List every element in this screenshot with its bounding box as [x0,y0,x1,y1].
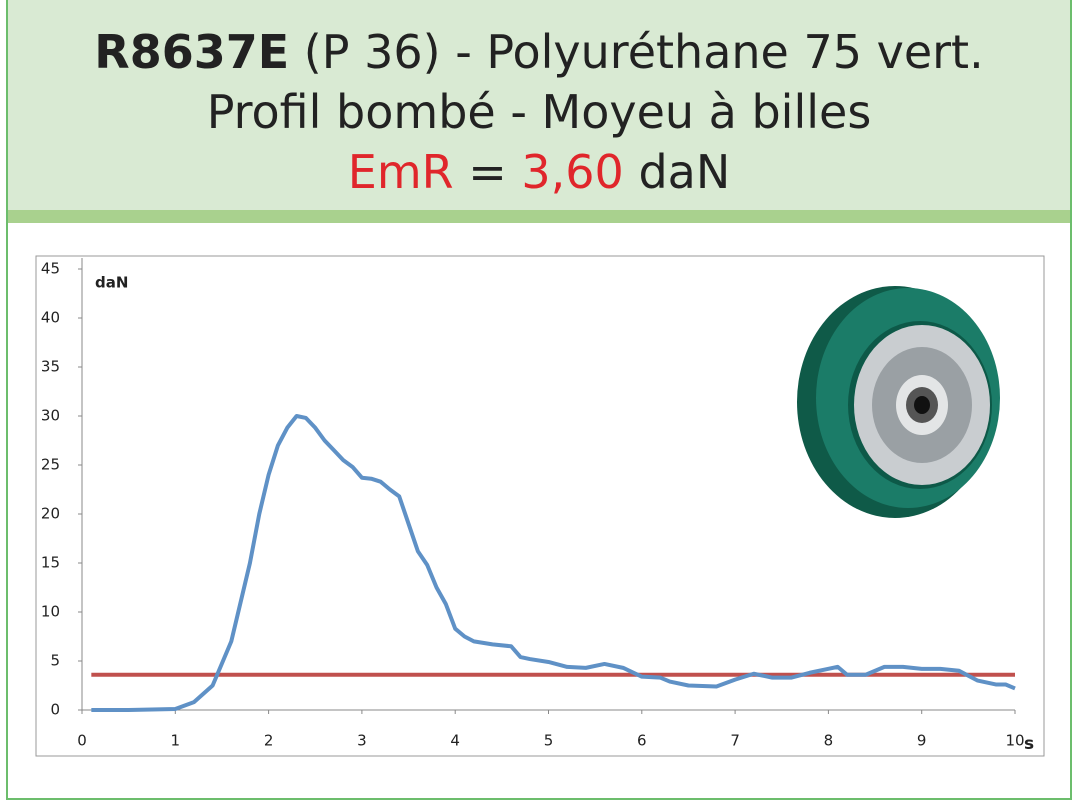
y-tick-label: 10 [41,603,60,621]
x-tick-label: 9 [917,732,927,750]
y-tick-label: 40 [41,309,60,327]
header-bar [8,210,1070,223]
data-line [91,414,1016,712]
y-tick-label: 35 [41,358,60,376]
y-tick-label: 0 [50,701,60,719]
frame: R8637E (P 36) - Polyuréthane 75 vert. Pr… [6,0,1072,800]
emr-value: 3,60 [521,145,624,199]
x-tick-label: 2 [264,732,274,750]
title: (P 36) - Polyuréthane 75 vert. [303,25,984,79]
y-unit: daN [95,274,128,292]
x-tick-label: 7 [730,732,740,750]
product-code: R8637E [94,25,290,79]
x-unit: s [1024,734,1034,754]
emr-unit: daN [638,145,731,199]
x-tick-label: 10 [1005,732,1024,750]
title-line: R8637E (P 36) - Polyuréthane 75 vert. [8,22,1070,82]
y-tick-label: 45 [41,260,60,278]
y-tick-label: 30 [41,407,60,425]
x-tick-label: 1 [171,732,181,750]
emr-relation: = [468,145,507,199]
x-tick-label: 5 [544,732,554,750]
emr-label: EmR [347,145,454,199]
x-tick-label: 8 [824,732,834,750]
x-tick-label: 4 [450,732,460,750]
x-tick-label: 6 [637,732,647,750]
y-tick-label: 15 [41,554,60,572]
header: R8637E (P 36) - Polyuréthane 75 vert. Pr… [8,0,1070,210]
x-tick-label: 0 [77,732,87,750]
x-tick-label: 3 [357,732,367,750]
plot-frame [35,255,1045,757]
y-tick-label: 5 [50,652,60,670]
y-tick-label: 25 [41,456,60,474]
y-tick-label: 20 [41,505,60,523]
subtitle: Profil bombé - Moyeu à billes [206,85,872,139]
emr-line: EmR = 3,60 daN [8,142,1070,202]
wheel-image [797,286,1000,518]
